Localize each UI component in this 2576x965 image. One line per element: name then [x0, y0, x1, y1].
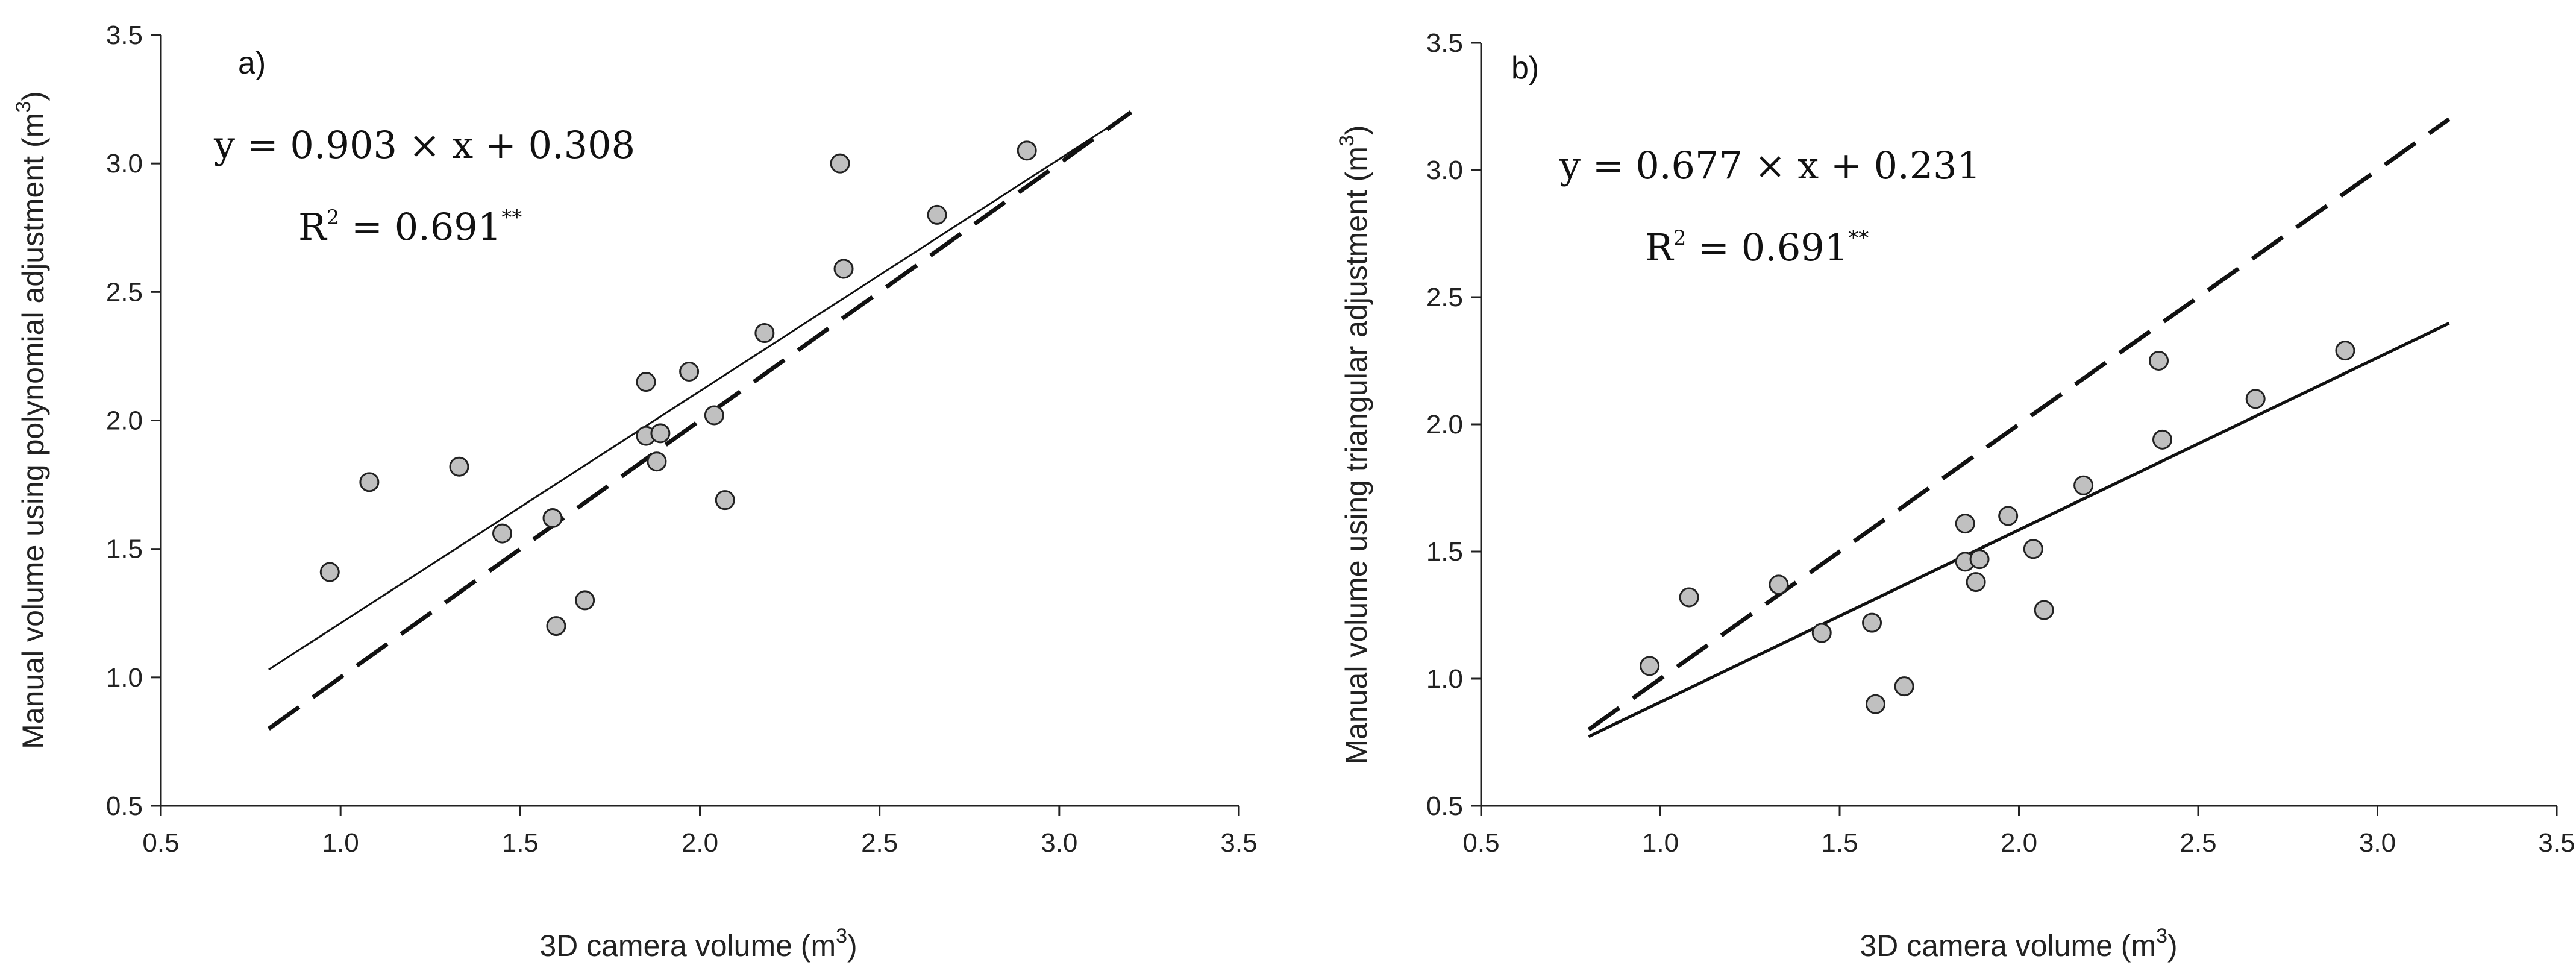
panel-a-x-tick-label: 0.5: [142, 828, 179, 858]
panel-a-y-tick-label: 1.5: [106, 535, 143, 564]
panel-a-y-tick-label: 3.5: [106, 20, 143, 50]
panel-b-x-tick-label: 3.0: [2359, 828, 2396, 858]
panel-b-y-tick-label: 1.5: [1426, 537, 1463, 567]
panel-a-data-point: [704, 405, 724, 426]
panel-a-data-point: [650, 423, 671, 444]
panel-a-data-point: [449, 456, 469, 477]
panel-a-data-point: [830, 153, 850, 174]
panel-a-y-tick-label: 1.0: [106, 663, 143, 693]
panel-a-y-tick-label: 2.0: [106, 406, 143, 436]
panel-a-y-tick-label: 3.0: [106, 149, 143, 178]
panel-b-label: b): [1511, 51, 1539, 86]
panel-b-data-point: [1998, 506, 2019, 526]
panel-a-data-point: [1017, 140, 1037, 161]
panel-b-x-tick-label: 2.0: [2001, 828, 2037, 858]
panel-a-r2: R2 = 0.691**: [298, 205, 522, 249]
panel-a-data-point: [359, 472, 380, 492]
panel-b-data-point: [2152, 429, 2172, 450]
panel-a-y-tick-label: 2.5: [106, 277, 143, 307]
panel-b-data-point: [1811, 623, 1832, 643]
panel-b-x-axis-label: 3D camera volume (m3): [1860, 925, 2177, 963]
panel-b-x-tick-label: 2.5: [2180, 828, 2216, 858]
panel-b-data-point: [1955, 514, 1975, 534]
panel-b-y-tick-label: 0.5: [1426, 791, 1463, 821]
panel-a-equation: y = 0.903 × x + 0.308: [213, 123, 635, 167]
panel-a-x-axis-label: 3D camera volume (m3): [539, 925, 857, 963]
panel-b-data-point: [2149, 351, 2169, 371]
panel-b-x-tick-label: 1.0: [1642, 828, 1679, 858]
panel-b-y-tick-label: 1.0: [1426, 664, 1463, 694]
panel-a-data-point: [575, 590, 595, 611]
panel-b-data-point: [1966, 572, 1986, 593]
panel-a-data-point: [647, 451, 667, 472]
panel-a-x-tick-label: 3.0: [1041, 828, 1077, 858]
panel-a-data-point: [636, 372, 656, 392]
panel-b-x-tick-label: 1.5: [1821, 828, 1858, 858]
panel-a-data-point: [679, 361, 700, 382]
panel-b-regression-line: [1588, 322, 2450, 738]
panel-b-data-point: [2023, 539, 2043, 559]
panel-b-data-point: [1640, 656, 1660, 676]
panel-a-data-point: [715, 490, 735, 511]
panel-a-regression-line: [268, 112, 1132, 671]
panel-b-equation: y = 0.677 × x + 0.231: [1559, 143, 1981, 187]
panel-a-x-tick-label: 2.5: [861, 828, 898, 858]
panel-b-data-point: [1679, 587, 1699, 608]
panel-a-data-point: [833, 259, 854, 279]
panel-b-data-point: [2034, 600, 2054, 620]
panel-b-data-point: [2245, 389, 2266, 409]
panel-a-x-tick-label: 1.0: [322, 828, 359, 858]
panel-b-data-point: [1894, 676, 1914, 697]
panel-a-data-point: [927, 204, 947, 225]
panel-b-marks: 0.5 1.0 1.5 2.0 2.5 3.0 3.5 0.5 1.0 1.5 2.0 2.5 3.0 3…: [1426, 28, 2575, 858]
panel-b-data-point: [1866, 694, 1885, 714]
panel-b-y-tick-label: 3.5: [1426, 28, 1463, 58]
panel-a-data-point: [542, 508, 563, 529]
panel-b-y-axis-label: Manual volume using triangular adjustmen…: [1335, 125, 1373, 764]
panel-b-data-point: [2073, 475, 2094, 495]
panel-b-data-point: [1862, 612, 1882, 633]
panel-b-data-point: [1769, 574, 1789, 595]
panel-b-r2: R2 = 0.691**: [1645, 225, 1869, 269]
panel-a: 0.5 1.0 1.5 2.0 2.5 3.0 3.5 0.5 1.0 1.5 2.0 2.5 3.0 3…: [12, 20, 1258, 963]
panel-b-y-tick-label: 2.0: [1426, 410, 1463, 439]
panel-a-marks: 0.5 1.0 1.5 2.0 2.5 3.0 3.5 0.5 1.0 1.5 2.0 2.5 3.0 3…: [106, 20, 1258, 858]
panel-b-reference-line: [1587, 117, 2451, 732]
panel-a-data-point: [754, 323, 775, 344]
panel-a-reference-line: [267, 110, 1133, 731]
panel-a-data-point: [492, 523, 513, 544]
panel-b-y-tick-label: 2.5: [1426, 283, 1463, 312]
panel-a-y-tick-label: 0.5: [106, 791, 143, 821]
panel-a-y-axis-label: Manual volume using polynomial adjustmen…: [12, 91, 50, 749]
panel-a-x-tick-label: 3.5: [1220, 828, 1257, 858]
panel-a-data-point: [546, 616, 566, 637]
panel-b: 0.5 1.0 1.5 2.0 2.5 3.0 3.5 0.5 1.0 1.5 2.0 2.5 3.0 3…: [1335, 28, 2575, 963]
panel-a-x-tick-label: 2.0: [682, 828, 718, 858]
panel-b-x-tick-label: 3.5: [2538, 828, 2575, 858]
panel-b-y-tick-label: 3.0: [1426, 156, 1463, 185]
panel-a-data-point: [319, 562, 340, 582]
panel-b-x-tick-label: 0.5: [1462, 828, 1499, 858]
panel-a-x-tick-label: 1.5: [502, 828, 539, 858]
panel-a-label: a): [238, 46, 266, 81]
panel-b-data-point: [2335, 341, 2355, 361]
panel-b-data-point: [1969, 549, 1990, 570]
